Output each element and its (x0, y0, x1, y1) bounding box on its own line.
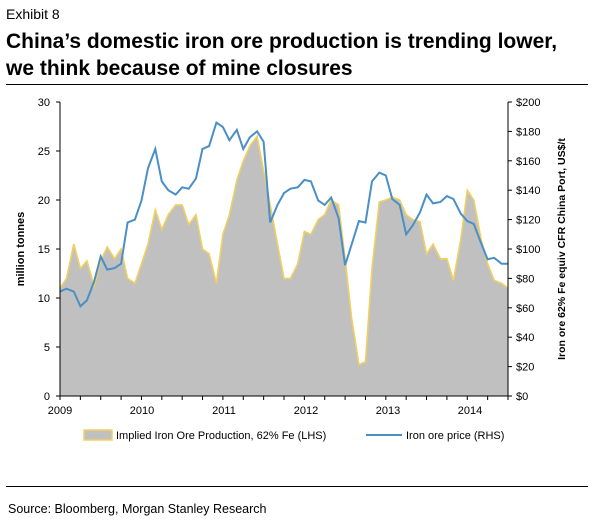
y-tick-label: 25 (38, 146, 50, 158)
y2-tick-label: $0 (516, 391, 528, 403)
source-note: Source: Bloomberg, Morgan Stanley Resear… (8, 502, 267, 516)
y-tick-label: 20 (38, 195, 50, 207)
title-divider (6, 84, 588, 85)
production-area (60, 136, 508, 397)
line-layer (59, 121, 508, 308)
y2-tick-label: $200 (516, 97, 540, 109)
y-tick-label: 5 (44, 342, 50, 354)
y2-tick-label: $180 (516, 126, 540, 138)
y-tick-label: 15 (38, 244, 50, 256)
y2-tick-label: $100 (516, 244, 540, 256)
production-area-outline (59, 134, 509, 366)
y2-tick-label: $60 (516, 303, 534, 315)
axis-layer: 0 5 10 15 20 25 30 $0 $20 $40 $60 $80 $100 $120 $140 $1… (15, 97, 568, 417)
footer-divider (6, 486, 588, 487)
x-tick-label: 2013 (376, 405, 400, 417)
legend-area-label: Implied Iron Ore Production, 62% Fe (LHS… (116, 430, 326, 442)
chart-title: China’s domestic iron ore production is … (6, 30, 558, 80)
y-axis-title: million tonnes (15, 212, 27, 287)
x-tick-label: 2011 (212, 405, 236, 417)
x-tick-label: 2009 (48, 405, 72, 417)
x-tick-label: 2014 (458, 405, 482, 417)
y2-tick-label: $80 (516, 273, 534, 285)
x-tick-label: 2010 (130, 405, 154, 417)
y2-axis-title: Iron ore 62% Fe equiv CFR China Port, US… (556, 138, 568, 360)
y2-tick-label: $40 (516, 332, 534, 344)
y2-tick-label: $160 (516, 156, 540, 168)
y-tick-label: 30 (38, 97, 50, 109)
legend-line-label: Iron ore price (RHS) (406, 430, 504, 442)
legend: Implied Iron Ore Production, 62% Fe (LHS… (83, 429, 504, 442)
price-line (59, 121, 508, 308)
y2-tick-label: $20 (516, 362, 534, 374)
x-tick-label: 2012 (294, 405, 318, 417)
y-tick-label: 0 (44, 391, 50, 403)
exhibit-label: Exhibit 8 (6, 6, 60, 22)
y2-tick-label: $120 (516, 215, 540, 227)
legend-area-swatch (83, 429, 113, 441)
area-layer (59, 134, 509, 397)
y-tick-label: 10 (38, 293, 50, 305)
y2-tick-label: $140 (516, 185, 540, 197)
